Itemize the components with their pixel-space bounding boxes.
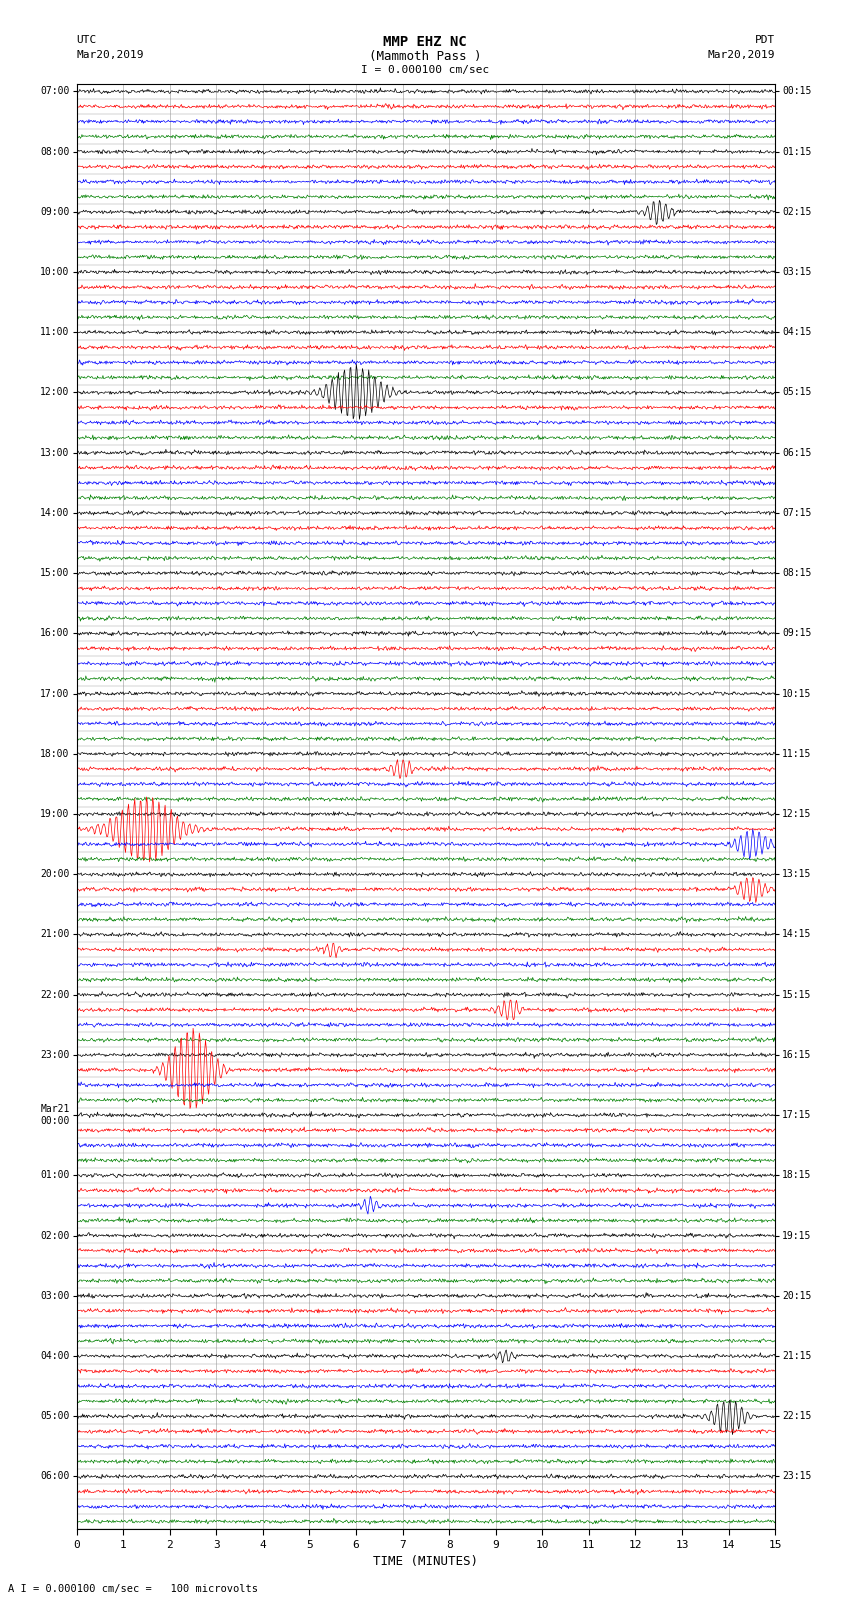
Text: MMP EHZ NC: MMP EHZ NC <box>383 35 467 50</box>
Text: UTC: UTC <box>76 35 97 45</box>
Text: A I = 0.000100 cm/sec =   100 microvolts: A I = 0.000100 cm/sec = 100 microvolts <box>8 1584 258 1594</box>
Text: Mar20,2019: Mar20,2019 <box>76 50 144 60</box>
Text: I = 0.000100 cm/sec: I = 0.000100 cm/sec <box>361 65 489 74</box>
Text: Mar20,2019: Mar20,2019 <box>708 50 775 60</box>
Text: (Mammoth Pass ): (Mammoth Pass ) <box>369 50 481 63</box>
X-axis label: TIME (MINUTES): TIME (MINUTES) <box>373 1555 479 1568</box>
Text: PDT: PDT <box>755 35 775 45</box>
